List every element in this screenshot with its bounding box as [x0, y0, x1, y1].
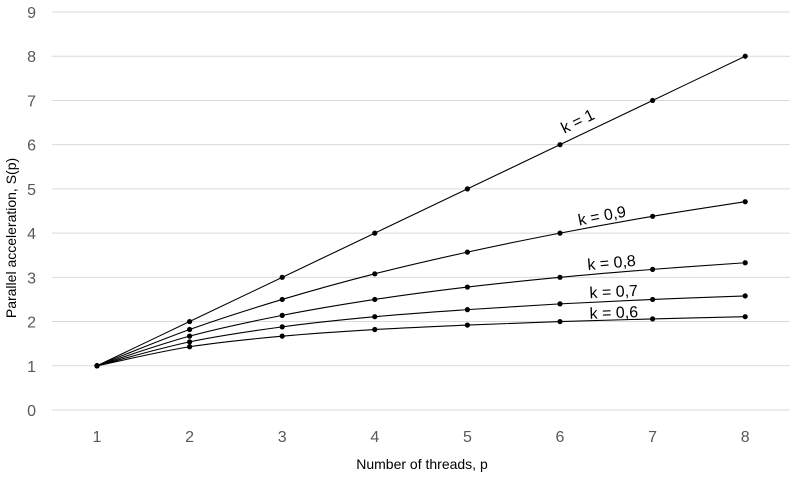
y-tick-label: 3: [27, 270, 36, 287]
y-tick-label: 0: [27, 403, 36, 420]
x-tick-label: 5: [463, 429, 472, 446]
data-point: [557, 142, 563, 148]
x-tick-label: 3: [278, 429, 287, 446]
data-point: [187, 344, 193, 350]
data-point: [464, 186, 470, 192]
data-point: [279, 274, 285, 280]
data-point: [279, 333, 285, 339]
y-tick-label: 1: [27, 359, 36, 376]
data-point: [464, 249, 470, 255]
series-line-4: [96, 316, 746, 367]
y-tick-label: 7: [27, 93, 36, 110]
series-label: k = 0,7: [589, 283, 638, 303]
data-point: [557, 274, 563, 280]
x-tick-label: 8: [741, 429, 750, 446]
series-line-2: [96, 262, 746, 367]
data-point: [279, 296, 285, 303]
data-point: [557, 301, 563, 307]
y-axis-label: Parallel acceleration, S(p): [3, 158, 19, 318]
series-label: k = 0,6: [589, 304, 638, 323]
data-point: [464, 322, 470, 328]
data-point: [187, 339, 193, 345]
data-point: [557, 318, 563, 325]
x-axis-label: Number of threads, p: [356, 456, 488, 472]
data-point: [372, 230, 378, 236]
y-tick-label: 6: [27, 138, 36, 155]
data-point: [372, 314, 378, 320]
data-point: [187, 333, 193, 339]
y-tick-label: 9: [27, 5, 36, 22]
data-point: [650, 316, 656, 322]
x-tick-labels: 1 2 3 4 5 6 7 8: [93, 429, 750, 446]
data-point: [279, 312, 285, 318]
grid-lines: [52, 11, 790, 411]
data-point: [279, 324, 285, 330]
data-point: [742, 199, 748, 205]
y-tick-label: 5: [27, 182, 36, 199]
x-tick-label: 6: [556, 429, 565, 446]
data-point: [372, 326, 378, 333]
data-point: [187, 326, 193, 333]
series-label: k = 0,8: [587, 253, 637, 274]
data-point: [372, 271, 378, 277]
data-point: [650, 213, 656, 219]
x-tick-label: 7: [648, 429, 657, 446]
data-point: [94, 363, 100, 369]
data-point: [557, 230, 563, 236]
data-point: [187, 318, 193, 325]
series-points: [94, 53, 748, 369]
y-tick-labels: 0 1 2 3 4 5 6 7 8 9: [27, 5, 36, 420]
data-point: [464, 284, 470, 290]
x-tick-label: 1: [93, 429, 102, 446]
data-point: [650, 296, 656, 303]
data-point: [742, 314, 748, 320]
y-tick-label: 4: [27, 226, 36, 243]
series-label: k = 1: [559, 107, 598, 138]
data-point: [372, 296, 378, 303]
y-tick-label: 8: [27, 49, 36, 66]
data-point: [464, 307, 470, 313]
series-lines: [96, 55, 746, 367]
data-point: [742, 260, 748, 266]
series-line-0: [96, 55, 746, 367]
data-point: [650, 97, 656, 104]
data-point: [742, 293, 748, 299]
series-line-1: [96, 201, 746, 367]
x-tick-label: 4: [370, 429, 379, 446]
series-labels: k = 1k = 0,9k = 0,8k = 0,7k = 0,6: [559, 107, 639, 323]
data-point: [650, 266, 656, 272]
x-tick-label: 2: [185, 429, 194, 446]
y-tick-label: 2: [27, 315, 36, 332]
series-line-3: [96, 295, 746, 367]
data-point: [742, 53, 748, 59]
